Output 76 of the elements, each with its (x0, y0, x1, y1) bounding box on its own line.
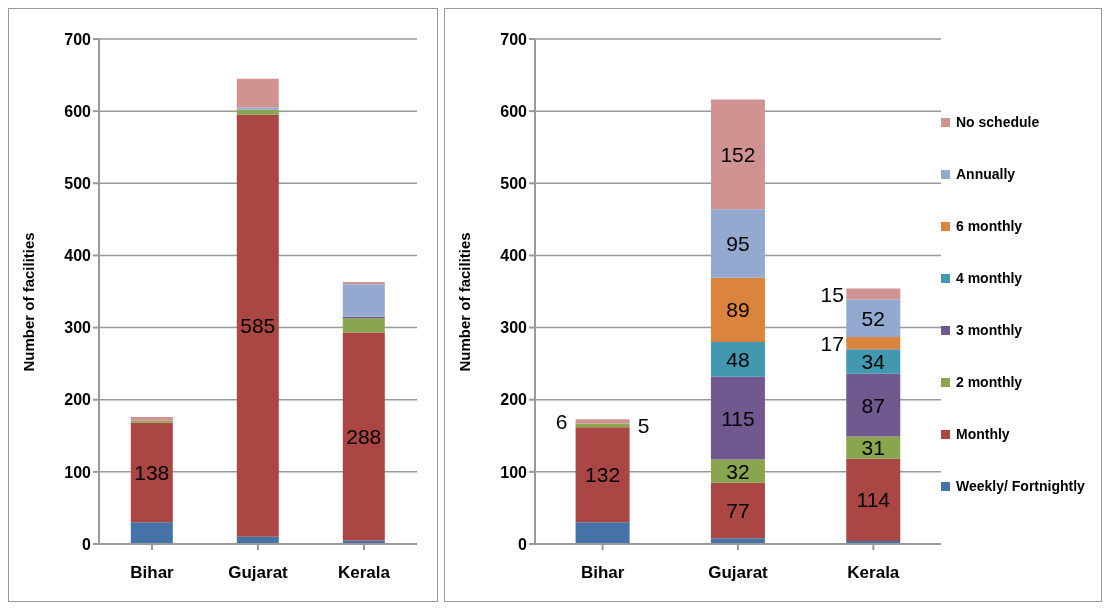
y-tick-label: 0 (518, 535, 528, 553)
bar (342, 332, 385, 541)
data-label: 132 (585, 463, 621, 487)
bar (130, 522, 173, 544)
bar (846, 299, 901, 337)
data-label: 48 (726, 347, 750, 371)
x-tick-label: Bihar (130, 563, 175, 583)
y-tick-label: 100 (64, 463, 92, 481)
data-label: 152 (720, 142, 756, 166)
x-tick-label: Kerala (338, 563, 391, 583)
data-label: 115 (721, 406, 755, 430)
data-label: 32 (726, 459, 750, 483)
legend-label: No schedule (956, 114, 1040, 130)
y-axis-title: Number of facilities (20, 232, 38, 372)
y-tick-label: 500 (64, 174, 92, 192)
bar (575, 522, 630, 544)
bar (342, 282, 385, 285)
bar (710, 482, 765, 539)
data-label: 15 (820, 282, 844, 306)
y-tick-label: 400 (500, 247, 528, 265)
y-tick-label: 600 (500, 102, 528, 120)
bar (236, 114, 279, 537)
bar (846, 336, 901, 350)
data-label: 87 (861, 393, 885, 417)
y-tick-label: 300 (64, 319, 92, 337)
bar (342, 284, 385, 317)
data-label: 34 (861, 349, 886, 373)
bar (236, 78, 279, 108)
data-label: 89 (726, 298, 750, 322)
x-tick-label: Kerala (847, 563, 900, 583)
data-label: 31 (861, 436, 885, 460)
data-label: 5 (637, 413, 650, 437)
legend-label: 4 monthly (956, 270, 1023, 286)
x-tick-label: Gujarat (708, 563, 769, 583)
bar (846, 373, 901, 437)
bar (846, 288, 901, 300)
y-tick-label: 700 (500, 30, 528, 48)
bar (710, 342, 765, 377)
bar (130, 422, 173, 523)
data-label: 95 (726, 232, 750, 256)
legend-label: Weekly/ Fortnightly (956, 478, 1085, 494)
x-tick-label: Bihar (580, 563, 625, 583)
data-label: 52 (861, 306, 885, 330)
bar (342, 318, 385, 333)
legend-label: 3 monthly (956, 322, 1023, 338)
data-label: 138 (134, 461, 170, 485)
y-tick-label: 200 (64, 391, 92, 409)
bar (236, 107, 279, 110)
x-tick-label: Gujarat (228, 563, 289, 583)
legend-label: 6 monthly (956, 218, 1023, 234)
legend-label: Monthly (956, 426, 1010, 442)
bar (236, 109, 279, 115)
bar (846, 458, 901, 542)
bar (575, 427, 630, 523)
y-tick-label: 0 (82, 535, 92, 553)
y-tick-label: 700 (64, 30, 92, 48)
data-label: 77 (726, 498, 750, 522)
bar (575, 419, 630, 424)
data-label: 6 (555, 409, 568, 433)
data-label: 17 (820, 331, 844, 355)
legend-label: 2 monthly (956, 374, 1023, 390)
y-tick-label: 100 (500, 463, 528, 481)
y-tick-label: 500 (500, 174, 528, 192)
legend-label: Annually (956, 166, 1016, 182)
bar (710, 277, 765, 342)
data-label: 114 (856, 488, 891, 512)
y-tick-label: 200 (500, 391, 528, 409)
y-tick-label: 300 (500, 319, 528, 337)
y-axis-title: Number of facilities (456, 232, 474, 372)
data-label: 585 (240, 314, 276, 338)
y-tick-label: 600 (64, 102, 92, 120)
bar (710, 99, 765, 210)
bar (710, 376, 765, 460)
data-label: 288 (346, 425, 382, 449)
y-tick-label: 400 (64, 247, 92, 265)
bar (710, 209, 765, 278)
